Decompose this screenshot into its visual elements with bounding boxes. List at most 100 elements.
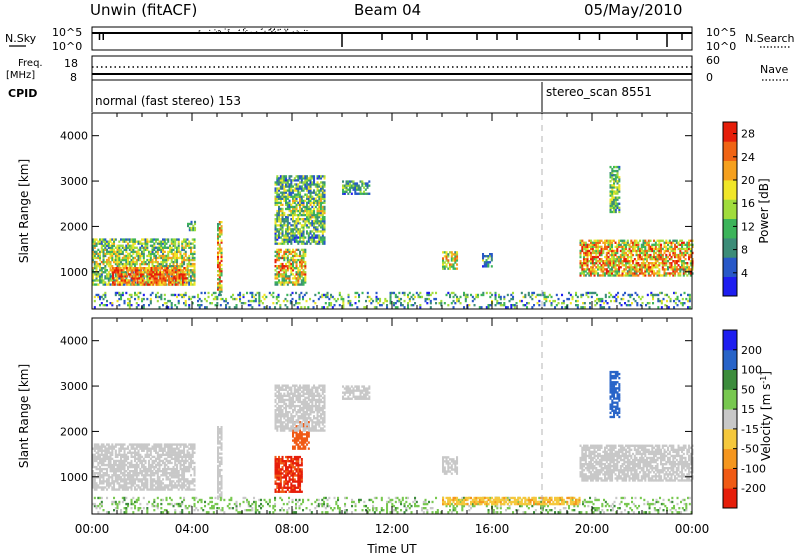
heatmap-cell	[142, 304, 145, 307]
heatmap-cell	[281, 228, 284, 231]
heatmap-cell	[300, 181, 303, 184]
heatmap-cell	[295, 258, 298, 262]
heatmap-cell	[126, 269, 129, 272]
heatmap-cell	[155, 447, 158, 450]
heatmap-cell	[536, 302, 539, 305]
heatmap-cell	[168, 279, 171, 282]
heatmap-cell	[682, 268, 685, 271]
heatmap-cell	[647, 253, 650, 257]
heatmap-cell	[686, 262, 689, 265]
heatmap-cell	[389, 302, 392, 305]
heatmap-cell	[457, 297, 460, 301]
heatmap-cell	[106, 252, 109, 256]
heatmap-cell	[247, 299, 250, 303]
heatmap-cell	[366, 186, 369, 189]
heatmap-cell	[300, 209, 303, 213]
heatmap-cell	[440, 302, 443, 305]
heatmap-cell	[127, 482, 130, 485]
sky-right-tick-top: 10^5	[706, 26, 736, 39]
heatmap-cell	[382, 302, 385, 305]
heatmap-cell	[123, 482, 126, 485]
heatmap-cell	[323, 193, 326, 196]
heatmap-cell	[679, 268, 682, 271]
heatmap-cell	[593, 272, 596, 275]
heatmap-cell	[114, 275, 117, 278]
heatmap-cell	[619, 245, 622, 249]
heatmap-cell	[106, 488, 109, 491]
heatmap-cell	[688, 255, 691, 259]
heatmap-cell	[92, 252, 95, 256]
heatmap-cell	[674, 266, 677, 269]
heatmap-cell	[651, 255, 654, 259]
heatmap-cell	[311, 205, 314, 209]
heatmap-cell	[450, 265, 453, 268]
heatmap-cell	[687, 306, 690, 309]
heatmap-cell	[626, 260, 629, 263]
heatmap-cell	[299, 175, 302, 178]
heatmap-cell	[263, 297, 266, 301]
heatmap-cell	[162, 262, 165, 266]
heatmap-cell	[188, 240, 191, 243]
heatmap-cell	[127, 297, 130, 301]
heatmap-cell	[145, 281, 148, 284]
heatmap-cell	[130, 459, 133, 463]
heatmap-cell	[656, 239, 659, 242]
heatmap-cell	[93, 478, 96, 481]
heatmap-cell	[111, 451, 114, 454]
heatmap-cell	[670, 268, 673, 271]
velocity-heatmap-cells	[92, 370, 694, 514]
heatmap-cell	[279, 275, 282, 278]
heatmap-cell	[109, 250, 112, 254]
heatmap-cell	[401, 304, 404, 307]
heatmap-cell	[595, 255, 598, 259]
heatmap-cell	[621, 253, 624, 257]
heatmap-cell	[288, 195, 291, 198]
heatmap-cell	[106, 449, 109, 452]
heatmap-cell	[300, 283, 303, 286]
heatmap-cell	[321, 195, 324, 198]
heatmap-cell	[120, 447, 123, 450]
heatmap-cell	[665, 255, 668, 259]
heatmap-cell	[107, 262, 110, 266]
heatmap-cell	[454, 255, 457, 258]
heatmap-cell	[152, 279, 155, 282]
heatmap-cell	[276, 248, 279, 252]
heatmap-cell	[611, 245, 614, 249]
heatmap-cell	[663, 264, 666, 267]
heatmap-cell	[313, 226, 316, 229]
heatmap-cell	[149, 467, 152, 471]
heatmap-cell	[667, 306, 670, 309]
heatmap-cell	[300, 230, 303, 233]
heatmap-cell	[113, 486, 116, 489]
heatmap-cell	[586, 243, 589, 247]
heatmap-cell	[278, 267, 281, 270]
heatmap-cell	[656, 274, 659, 277]
heatmap-cell	[130, 463, 133, 467]
heatmap-cell	[630, 258, 633, 261]
heatmap-cell	[512, 304, 515, 307]
heatmap-cell	[142, 250, 145, 254]
heatmap-cell	[218, 221, 221, 224]
heatmap-cell	[290, 193, 293, 196]
heatmap-cell	[235, 297, 238, 301]
heatmap-cell	[314, 220, 317, 223]
heatmap-cell	[157, 279, 160, 282]
heatmap-cell	[111, 447, 114, 450]
heatmap-cell	[279, 269, 282, 272]
heatmap-cell	[302, 277, 305, 280]
heatmap-cell	[639, 239, 642, 242]
heatmap-cell	[304, 273, 307, 276]
heatmap-cell	[136, 275, 139, 278]
heatmap-cell	[141, 482, 144, 485]
heatmap-cell	[306, 195, 309, 198]
heatmap-cell	[146, 279, 149, 282]
heatmap-cell	[276, 213, 279, 217]
heatmap-cell	[623, 258, 626, 261]
heatmap-cell	[253, 299, 256, 303]
heatmap-cell	[428, 291, 431, 295]
heatmap-cell	[292, 195, 295, 198]
heatmap-cell	[640, 268, 643, 271]
heatmap-cell	[333, 304, 336, 307]
heatmap-cell	[320, 195, 323, 198]
heatmap-cell	[102, 461, 105, 465]
